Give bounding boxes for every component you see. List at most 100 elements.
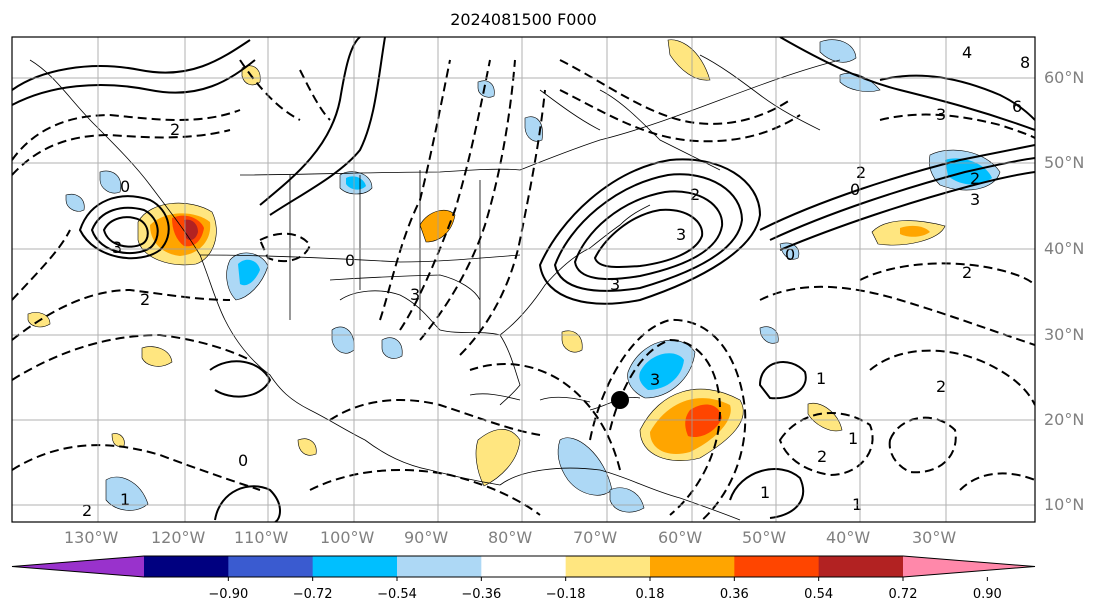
contour-solid: [209, 360, 272, 398]
anomaly-negative: [639, 353, 684, 390]
shaded-anomalies: [27, 39, 1001, 513]
contour-label: 3: [610, 275, 620, 294]
longitude-label: 120°W: [151, 528, 206, 547]
contour-dashed: [239, 59, 331, 121]
contour-labels: 1 2 3 4 0 0 3 3 2 2 3 3 0 2 3 1 2 2 1 2 …: [82, 43, 1030, 520]
contour-dashed: [459, 89, 546, 356]
anomaly-positive: [900, 225, 930, 237]
contour-dashed: [859, 262, 1035, 286]
colorbar-extend-high: [903, 556, 1035, 577]
contour-solid: [759, 144, 1035, 231]
anomaly-positive: [184, 219, 198, 240]
contour-solid: [12, 39, 251, 91]
colorbar-segment: [312, 556, 398, 577]
latitude-label: 20°N: [1044, 410, 1085, 429]
contour-label: 1: [816, 369, 826, 388]
contour-label: 0: [238, 451, 248, 470]
contour-label: 6: [1012, 97, 1022, 116]
map-frame: [11, 36, 1036, 523]
contour-solid: [90, 206, 159, 255]
contour-solid: [758, 361, 807, 400]
anomaly-negative: [557, 437, 613, 496]
colorbar-tick-label: −0.54: [377, 587, 417, 602]
contour-solid: [102, 216, 149, 248]
graticule: [12, 37, 1035, 522]
anomaly-negative: [346, 176, 366, 190]
contour-label: 3: [650, 370, 660, 389]
latitude-label: 10°N: [1044, 495, 1085, 514]
anomaly-positive: [667, 39, 711, 81]
contour-solid: [573, 190, 724, 281]
contour-dashed: [12, 288, 231, 341]
latitude-label: 40°N: [1044, 239, 1085, 258]
anomaly-positive: [141, 346, 173, 367]
colorbar-segment: [650, 556, 735, 577]
contour-solid: [269, 37, 386, 216]
anomaly-negative: [65, 193, 85, 212]
longitude-label: 60°W: [658, 528, 703, 547]
contour-solid: [12, 59, 256, 106]
anomaly-negative: [105, 476, 149, 511]
anomaly-negative: [99, 170, 122, 194]
contour-dashed: [589, 318, 747, 522]
contour-label: 2: [970, 169, 980, 188]
longitude-label: 70°W: [573, 528, 618, 547]
longitude-label: 130°W: [64, 528, 119, 547]
storm-center-marker: [611, 391, 629, 409]
contour-label: 3: [112, 238, 122, 257]
colorbar-extend-low: [12, 556, 144, 577]
contour-solid: [538, 158, 762, 305]
contour-label: 2: [140, 290, 150, 309]
colorbar-tick-label: −0.90: [208, 587, 249, 602]
colorbar-segment: [481, 556, 567, 577]
colorbar-tick-label: 0.90: [972, 587, 1002, 602]
longitude-label: 110°W: [234, 528, 289, 547]
contour-label: 2: [690, 185, 700, 204]
contour-label: 2: [82, 501, 92, 520]
contours: [12, 37, 1035, 522]
contour-label: 1: [120, 490, 130, 509]
contour-dashed: [12, 129, 231, 176]
colorbar-tick-label: 0.72: [888, 587, 918, 602]
anomaly-positive: [475, 429, 521, 487]
contour-label: 2: [817, 447, 827, 466]
contour-label: 2: [962, 263, 972, 282]
contour-dashed: [888, 416, 957, 474]
contour-label: 1: [760, 483, 770, 502]
colorbar-tick-label: 0.18: [635, 587, 665, 602]
contour-dashed: [12, 109, 241, 161]
contour-label: 2: [936, 377, 946, 396]
anomaly-positive: [561, 330, 583, 353]
contour-dashed: [759, 285, 1035, 346]
anomaly-negative: [477, 80, 495, 98]
contour-solid: [214, 485, 281, 522]
contour-label: 0: [785, 245, 795, 264]
contour-label: 2: [856, 163, 866, 182]
contour-label: 3: [410, 285, 420, 304]
contour-dashed: [309, 469, 541, 516]
longitude-label: 40°W: [826, 528, 871, 547]
latitude-label: 50°N: [1044, 153, 1085, 172]
contour-dashed: [559, 59, 791, 125]
contour-dashed: [12, 333, 251, 381]
contour-label: 3: [970, 190, 980, 209]
anomaly-negative: [381, 337, 403, 359]
contour-solid: [769, 157, 1035, 241]
contour-solid: [779, 37, 1035, 131]
contour-label: 1: [848, 429, 858, 448]
longitude-label: 100°W: [320, 528, 375, 547]
longitude-label: 90°W: [404, 528, 449, 547]
anomaly-negative: [238, 259, 260, 286]
contour-solid: [593, 208, 704, 268]
contour-label: 3: [676, 225, 686, 244]
colorbar-tick-label: 0.36: [719, 587, 749, 602]
anomaly-negative: [524, 116, 543, 142]
contour-solid: [78, 195, 170, 260]
anomaly-positive: [685, 404, 722, 438]
map-plot-area: 1 2 3 4 0 0 3 3 2 2 3 3 0 2 3 1 2 2 1 2 …: [12, 37, 1035, 522]
colorbar-segment: [565, 556, 651, 577]
coastlines: [29, 54, 841, 521]
anomaly-positive: [297, 438, 317, 456]
anomaly-negative: [609, 487, 645, 513]
